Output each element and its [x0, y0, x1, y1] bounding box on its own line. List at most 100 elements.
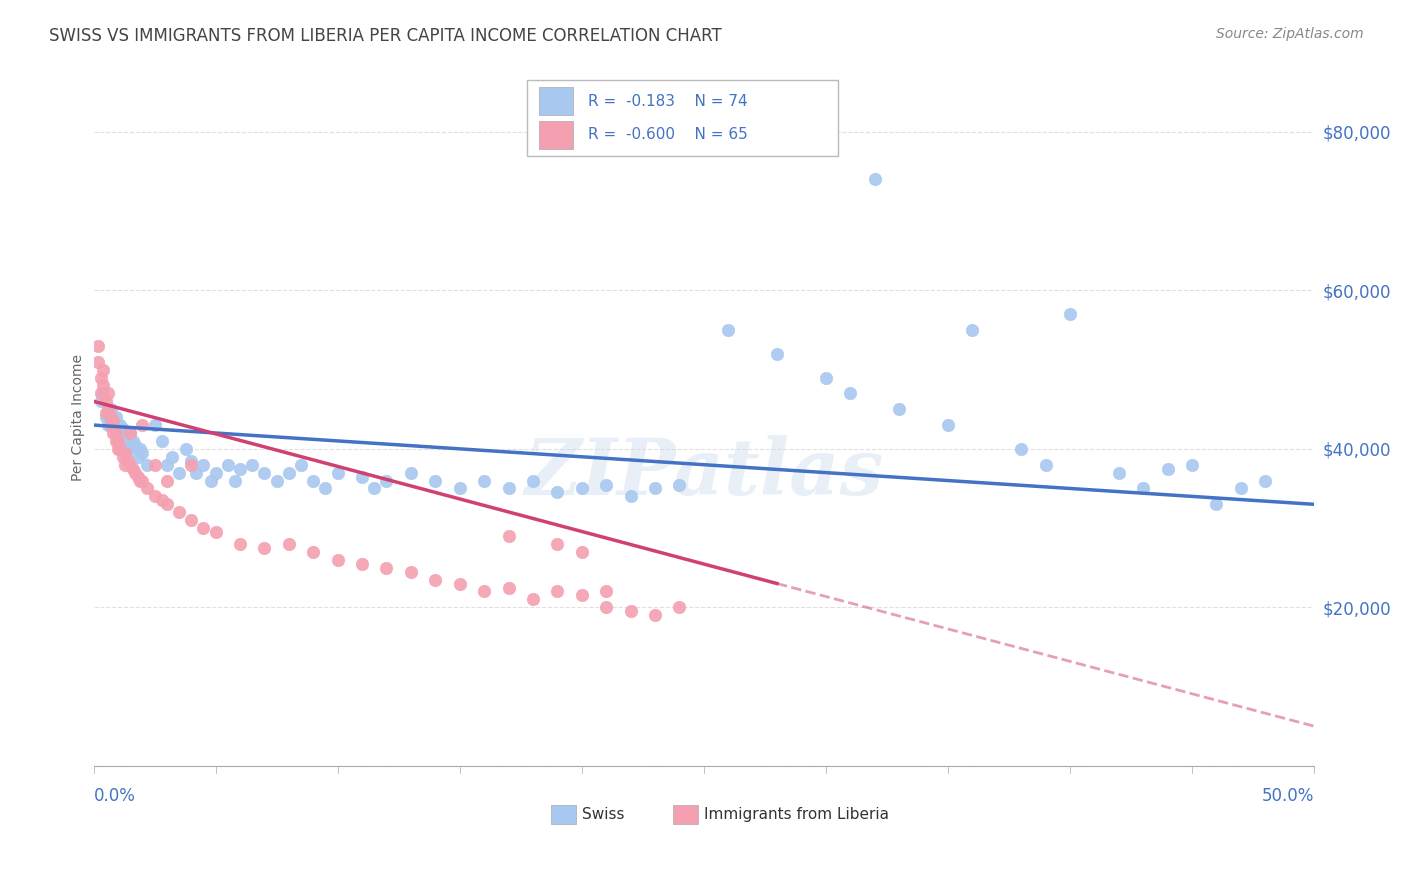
Point: [375, 560, 398, 574]
Point: [1181, 458, 1204, 472]
Point: [546, 485, 568, 500]
Point: [180, 454, 202, 468]
FancyBboxPatch shape: [538, 87, 574, 115]
Point: [97, 418, 120, 433]
Point: [91, 386, 114, 401]
Point: [546, 537, 568, 551]
Point: [131, 418, 153, 433]
Point: [150, 493, 173, 508]
Point: [1059, 307, 1081, 321]
Point: [107, 442, 129, 456]
Point: [352, 469, 374, 483]
Point: [127, 469, 149, 483]
Point: [522, 592, 544, 607]
Text: 50.0%: 50.0%: [1261, 787, 1315, 805]
Point: [114, 434, 136, 448]
Point: [111, 422, 134, 436]
Point: [326, 553, 349, 567]
Point: [143, 458, 166, 472]
Point: [104, 425, 127, 440]
Point: [814, 370, 837, 384]
Point: [290, 458, 312, 472]
Point: [595, 477, 617, 491]
Point: [571, 545, 593, 559]
Point: [644, 482, 666, 496]
Point: [120, 425, 142, 440]
Point: [472, 584, 495, 599]
Text: ZIPatlas: ZIPatlas: [524, 434, 883, 511]
Point: [217, 458, 239, 472]
Point: [962, 323, 984, 337]
Text: R =  -0.183    N = 74: R = -0.183 N = 74: [588, 94, 748, 109]
Point: [363, 482, 385, 496]
Point: [117, 454, 139, 468]
Point: [571, 589, 593, 603]
Text: R =  -0.600    N = 65: R = -0.600 N = 65: [588, 128, 748, 142]
Point: [204, 524, 226, 539]
Point: [104, 410, 127, 425]
Point: [167, 466, 190, 480]
Point: [595, 600, 617, 615]
Text: Immigrants from Liberia: Immigrants from Liberia: [704, 807, 889, 822]
Point: [180, 458, 202, 472]
Point: [766, 347, 789, 361]
Point: [124, 438, 146, 452]
Point: [91, 362, 114, 376]
Point: [668, 477, 690, 491]
Point: [100, 410, 122, 425]
Point: [644, 608, 666, 623]
Point: [100, 418, 122, 433]
Point: [449, 482, 471, 496]
Point: [94, 394, 117, 409]
Point: [498, 581, 520, 595]
Point: [90, 394, 112, 409]
Text: Swiss: Swiss: [582, 807, 624, 822]
Point: [136, 458, 159, 472]
Point: [121, 434, 143, 448]
Point: [522, 474, 544, 488]
Point: [399, 565, 422, 579]
Point: [253, 541, 276, 555]
Point: [87, 339, 110, 353]
Point: [200, 474, 222, 488]
Point: [277, 466, 299, 480]
Point: [143, 489, 166, 503]
Point: [124, 466, 146, 480]
Point: [131, 446, 153, 460]
Point: [90, 386, 112, 401]
Point: [156, 497, 179, 511]
Point: [595, 584, 617, 599]
Point: [114, 446, 136, 460]
Point: [167, 505, 190, 519]
Point: [97, 402, 120, 417]
Point: [498, 482, 520, 496]
Point: [94, 410, 117, 425]
Point: [101, 414, 124, 428]
Point: [111, 450, 134, 464]
Point: [253, 466, 276, 480]
Text: SWISS VS IMMIGRANTS FROM LIBERIA PER CAPITA INCOME CORRELATION CHART: SWISS VS IMMIGRANTS FROM LIBERIA PER CAP…: [49, 27, 721, 45]
Point: [668, 600, 690, 615]
Point: [863, 172, 886, 186]
Point: [352, 557, 374, 571]
Point: [87, 354, 110, 368]
Point: [302, 545, 325, 559]
Point: [399, 466, 422, 480]
Point: [229, 461, 252, 475]
Point: [449, 576, 471, 591]
Point: [129, 474, 152, 488]
Point: [1108, 466, 1130, 480]
Point: [107, 425, 129, 440]
Point: [546, 584, 568, 599]
Point: [110, 418, 132, 433]
FancyBboxPatch shape: [538, 120, 574, 149]
Point: [150, 434, 173, 448]
Point: [839, 386, 862, 401]
Point: [1254, 474, 1277, 488]
Point: [156, 458, 179, 472]
Point: [425, 573, 447, 587]
Point: [717, 323, 740, 337]
Point: [571, 482, 593, 496]
Point: [1156, 461, 1178, 475]
Point: [936, 418, 959, 433]
